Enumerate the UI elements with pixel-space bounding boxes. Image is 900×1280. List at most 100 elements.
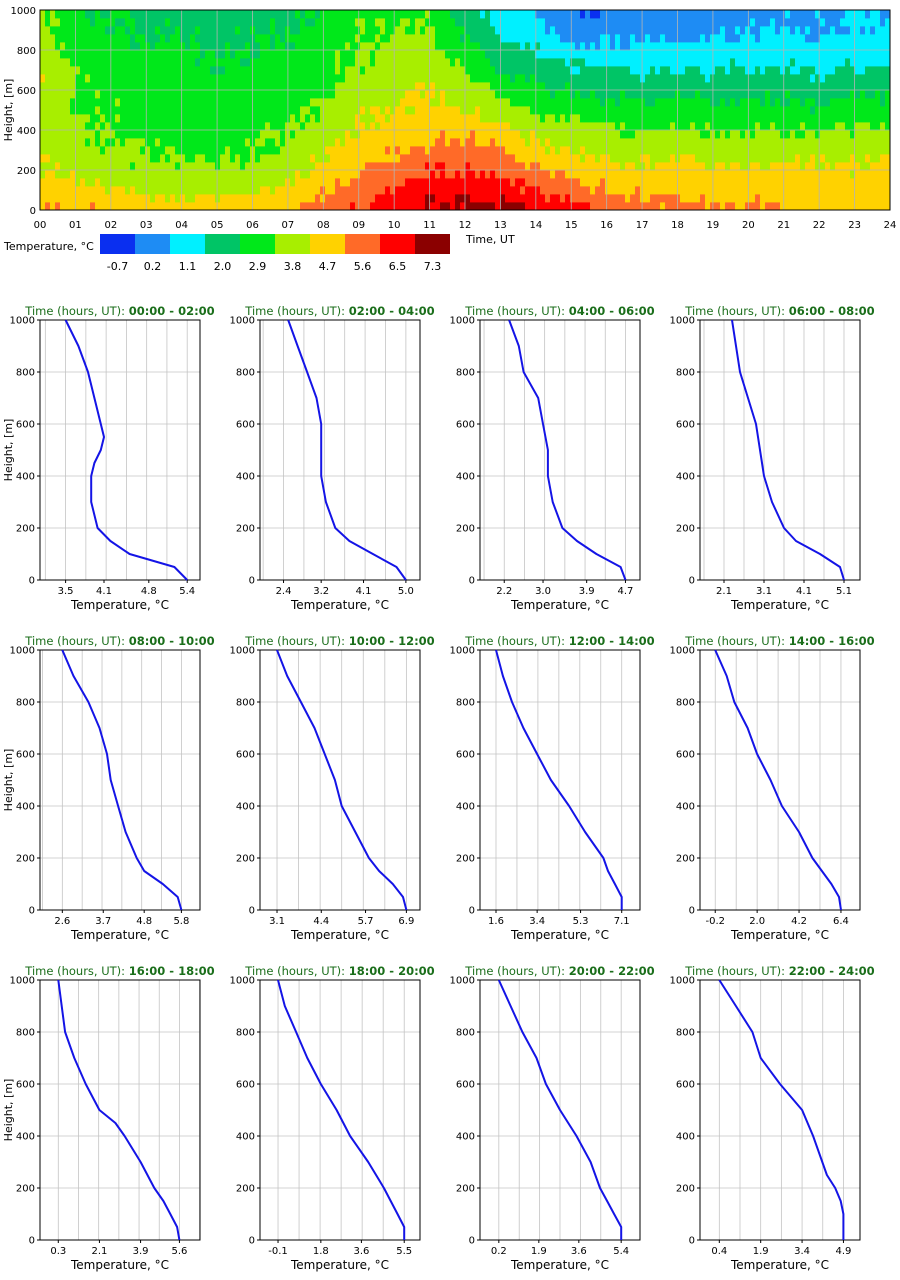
heatmap-cell [480, 34, 486, 43]
heatmap-cell [85, 10, 91, 19]
heatmap-cell [110, 186, 116, 195]
heatmap-cell [350, 154, 356, 163]
heatmap-cell [235, 130, 241, 139]
heatmap-cell [160, 50, 166, 59]
heatmap-cell [480, 82, 486, 91]
heatmap-cell [855, 42, 861, 51]
heatmap-cell [430, 98, 436, 107]
heatmap-cell [410, 82, 416, 91]
temperature-profile-line [277, 979, 406, 1240]
heatmap-cell [840, 170, 846, 179]
heatmap-cell [190, 138, 196, 147]
heatmap-cell [750, 18, 756, 27]
heatmap-cell [815, 90, 821, 99]
heatmap-cell [740, 26, 746, 35]
heatmap-cell [440, 194, 446, 203]
heatmap-cell [545, 26, 551, 35]
heatmap-cell [430, 34, 436, 43]
heatmap-cell [385, 50, 391, 59]
heatmap-cell [880, 122, 886, 131]
heatmap-cell [305, 82, 311, 91]
heatmap-cell [510, 50, 516, 59]
heatmap-cell [595, 34, 601, 43]
heatmap-cell [335, 58, 341, 67]
heatmap-cell [115, 106, 121, 115]
heatmap-cell [225, 202, 231, 211]
heatmap-cell [630, 26, 636, 35]
heatmap-cell [810, 74, 816, 83]
heatmap-cell [305, 202, 311, 211]
panel-y-tick-label: 0 [29, 576, 35, 587]
heatmap-cell [765, 42, 771, 51]
heatmap-cell [340, 66, 346, 75]
heatmap-cell [145, 186, 151, 195]
heatmap-cell [275, 82, 281, 91]
heatmap-cell [160, 194, 166, 203]
heatmap-cell [245, 178, 251, 187]
heatmap-cell [605, 154, 611, 163]
heatmap-cell [415, 50, 421, 59]
panel-x-tick-label: 5.0 [398, 586, 414, 597]
heatmap-cell [75, 114, 81, 123]
heatmap-cell [60, 82, 66, 91]
heatmap-cell [180, 106, 186, 115]
heatmap-cell [40, 106, 46, 115]
heatmap-cell [130, 90, 136, 99]
heatmap-cell [375, 130, 381, 139]
heatmap-cell [395, 146, 401, 155]
heatmap-cell [670, 74, 676, 83]
heatmap-cell [865, 122, 871, 131]
heatmap-cell [665, 18, 671, 27]
heatmap-cell [150, 154, 156, 163]
heatmap-cell [165, 194, 171, 203]
heatmap-cell [645, 178, 651, 187]
heatmap-cell [690, 170, 696, 179]
profile-panel: Time (hours, UT): 02:00 - 04:00020040060… [230, 304, 435, 612]
heatmap-cell [660, 50, 666, 59]
heatmap-cell [575, 170, 581, 179]
heatmap-cell [740, 10, 746, 19]
heatmap-cell [490, 34, 496, 43]
heatmap-x-tick-label: 08 [317, 220, 330, 231]
heatmap-cell [500, 66, 506, 75]
heatmap-cell [320, 114, 326, 123]
heatmap-cell [275, 106, 281, 115]
heatmap-cell [625, 90, 631, 99]
heatmap-cell [885, 106, 891, 115]
heatmap-x-tick-label: 05 [211, 220, 224, 231]
heatmap-cell [455, 90, 461, 99]
heatmap-cell [310, 130, 316, 139]
heatmap-cell [350, 26, 356, 35]
panel-y-tick-label: 1000 [230, 976, 255, 987]
heatmap-cell [380, 194, 386, 203]
heatmap-cell [420, 194, 426, 203]
heatmap-cell [220, 82, 226, 91]
heatmap-cell [585, 178, 591, 187]
heatmap-cell [815, 82, 821, 91]
heatmap-cell [260, 26, 266, 35]
heatmap-cell [480, 50, 486, 59]
heatmap-cell [150, 170, 156, 179]
heatmap-cell [95, 178, 101, 187]
heatmap-cell [595, 130, 601, 139]
heatmap-cell [660, 194, 666, 203]
panel-x-label: Temperature, °C [290, 598, 389, 612]
heatmap-cell [815, 66, 821, 75]
heatmap-cell [480, 66, 486, 75]
heatmap-cell [430, 186, 436, 195]
panel-y-tick-label: 400 [236, 1132, 255, 1143]
heatmap-cell [395, 178, 401, 187]
heatmap-cell [750, 26, 756, 35]
heatmap-cell [730, 130, 736, 139]
heatmap-cell [825, 186, 831, 195]
heatmap-cell [360, 98, 366, 107]
heatmap-x-tick-label: 18 [671, 220, 684, 231]
heatmap-cell [45, 202, 51, 211]
heatmap-cell [655, 114, 661, 123]
heatmap-cell [275, 122, 281, 131]
heatmap-cell [645, 42, 651, 51]
colorbar-label: 2.0 [214, 260, 232, 273]
heatmap-cell [440, 98, 446, 107]
panel-x-tick-label: 7.1 [614, 916, 630, 927]
heatmap-cell [240, 10, 246, 19]
